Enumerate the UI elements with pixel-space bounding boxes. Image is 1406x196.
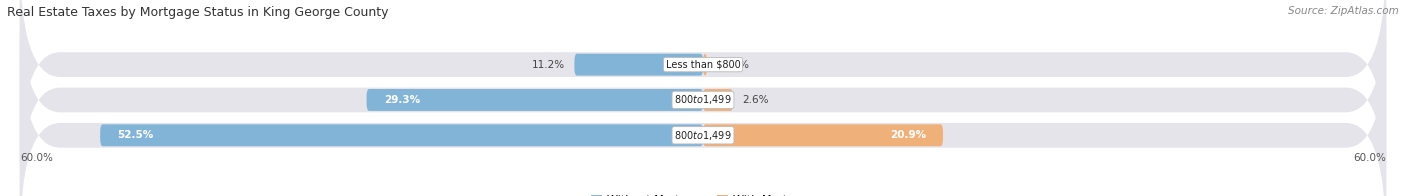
Legend: Without Mortgage, With Mortgage: Without Mortgage, With Mortgage <box>586 191 820 196</box>
Text: 60.0%: 60.0% <box>1354 152 1386 162</box>
FancyBboxPatch shape <box>703 89 733 111</box>
FancyBboxPatch shape <box>100 124 703 146</box>
FancyBboxPatch shape <box>20 0 1386 176</box>
FancyBboxPatch shape <box>703 54 707 76</box>
Text: 52.5%: 52.5% <box>117 130 153 140</box>
Text: Less than $800: Less than $800 <box>665 60 741 70</box>
Text: 29.3%: 29.3% <box>384 95 420 105</box>
FancyBboxPatch shape <box>367 89 703 111</box>
FancyBboxPatch shape <box>703 124 943 146</box>
FancyBboxPatch shape <box>575 54 703 76</box>
Text: 60.0%: 60.0% <box>20 152 52 162</box>
Text: 11.2%: 11.2% <box>531 60 565 70</box>
Text: 2.6%: 2.6% <box>742 95 769 105</box>
Text: $800 to $1,499: $800 to $1,499 <box>675 93 731 106</box>
FancyBboxPatch shape <box>20 24 1386 196</box>
Text: $800 to $1,499: $800 to $1,499 <box>675 129 731 142</box>
Text: 0.35%: 0.35% <box>716 60 749 70</box>
FancyBboxPatch shape <box>20 0 1386 196</box>
Text: Source: ZipAtlas.com: Source: ZipAtlas.com <box>1288 6 1399 16</box>
Text: 20.9%: 20.9% <box>890 130 925 140</box>
Text: Real Estate Taxes by Mortgage Status in King George County: Real Estate Taxes by Mortgage Status in … <box>7 6 388 19</box>
